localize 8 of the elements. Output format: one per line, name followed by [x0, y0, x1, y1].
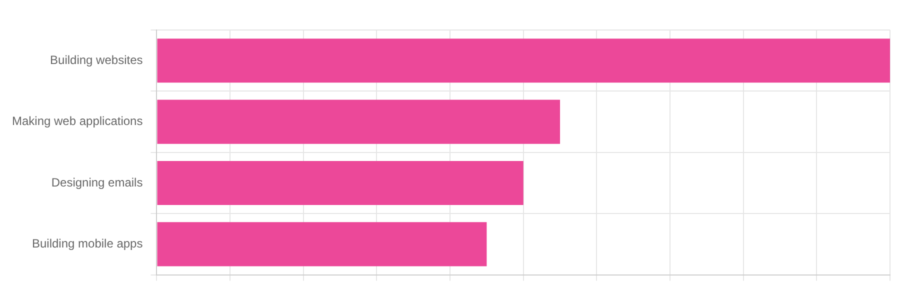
bar: [157, 222, 487, 266]
bar: [157, 100, 560, 144]
bar: [157, 38, 890, 83]
y-tick-label: Building websites: [50, 52, 143, 67]
y-tick-label: Designing emails: [51, 175, 143, 190]
bar: [157, 160, 524, 206]
y-tick-label: Building mobile apps: [32, 236, 143, 251]
y-tick-label: Making web applications: [12, 114, 143, 128]
